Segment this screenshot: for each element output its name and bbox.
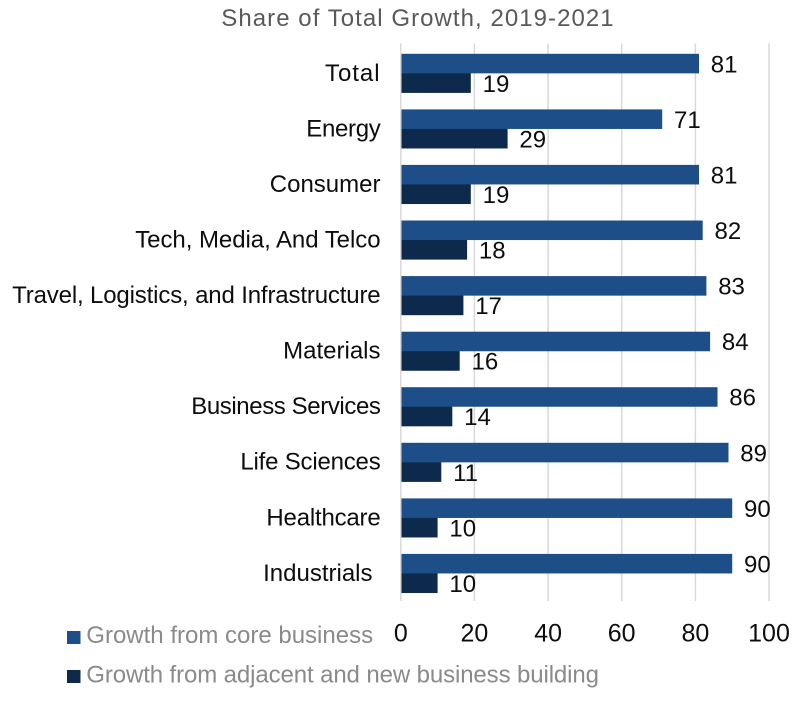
svg-text:83: 83 [718, 274, 745, 301]
svg-text:11: 11 [453, 460, 478, 487]
svg-text:82: 82 [715, 218, 742, 245]
svg-text:18: 18 [479, 238, 506, 265]
svg-text:Tech, Media, And Telco: Tech, Media, And Telco [135, 227, 380, 254]
svg-text:16: 16 [472, 349, 499, 376]
svg-text:90: 90 [744, 496, 771, 523]
svg-text:Healthcare: Healthcare [266, 504, 380, 531]
svg-text:29: 29 [519, 126, 546, 153]
svg-text:Growth from adjacent and new b: Growth from adjacent and new business bu… [86, 662, 599, 689]
svg-text:20: 20 [460, 620, 488, 648]
svg-text:89: 89 [740, 440, 767, 467]
svg-text:40: 40 [534, 620, 562, 648]
svg-text:84: 84 [722, 329, 749, 356]
svg-text:Energy: Energy [306, 115, 381, 142]
svg-text:10: 10 [449, 515, 476, 542]
svg-text:80: 80 [681, 620, 709, 648]
svg-text:Total: Total [325, 60, 380, 87]
svg-text:100: 100 [748, 620, 790, 648]
svg-text:81: 81 [711, 51, 738, 78]
svg-text:10: 10 [449, 571, 476, 598]
svg-text:Share of Total Growth, 2019-20: Share of Total Growth, 2019-2021 [221, 5, 614, 32]
svg-text:19: 19 [483, 182, 510, 209]
svg-text:81: 81 [711, 162, 738, 189]
svg-text:Industrials: Industrials [263, 560, 372, 587]
svg-text:Business Services: Business Services [191, 393, 381, 420]
svg-text:Life Sciences: Life Sciences [240, 449, 380, 476]
svg-text:60: 60 [608, 620, 636, 648]
svg-text:90: 90 [744, 551, 771, 578]
svg-text:0: 0 [394, 620, 408, 648]
svg-text:Growth from core business: Growth from core business [86, 622, 373, 649]
svg-text:19: 19 [483, 71, 510, 98]
svg-text:14: 14 [464, 404, 491, 431]
svg-text:71: 71 [674, 107, 701, 134]
svg-text:Travel, Logistics, and Infrast: Travel, Logistics, and Infrastructure [12, 282, 380, 309]
svg-text:86: 86 [729, 385, 756, 412]
svg-text:Materials: Materials [283, 338, 380, 365]
svg-text:Consumer: Consumer [270, 171, 381, 198]
svg-text:17: 17 [475, 293, 502, 320]
